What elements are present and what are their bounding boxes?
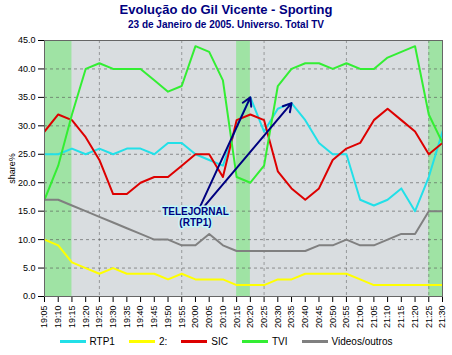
svg-text:19:40: 19:40: [135, 306, 145, 329]
svg-text:20:25: 20:25: [259, 306, 269, 329]
svg-text:19:05: 19:05: [39, 306, 49, 329]
html-text:Videos/outros: Videos/outros: [331, 335, 393, 347]
svg-text:19:50: 19:50: [163, 306, 173, 329]
svg-text:20:35: 20:35: [286, 306, 296, 329]
svg-text:20:30: 20:30: [273, 306, 283, 329]
svg-text:10.0: 10.0: [18, 234, 36, 244]
svg-text:20:40: 20:40: [300, 306, 310, 329]
svg-text:25.0: 25.0: [18, 149, 36, 159]
svg-text:20:55: 20:55: [341, 306, 351, 329]
svg-text:0.0: 0.0: [23, 291, 36, 301]
html-text:SIC: SIC: [211, 335, 228, 347]
svg-text:40.0: 40.0: [18, 64, 36, 74]
svg-text:19:20: 19:20: [81, 306, 91, 329]
svg-text:5.0: 5.0: [23, 263, 36, 273]
html-text:Evolução do Gil Vicente - Spor: Evolução do Gil Vicente - Sporting: [119, 2, 333, 17]
svg-text:21:25: 21:25: [424, 306, 434, 329]
svg-text:20:15: 20:15: [232, 306, 242, 329]
svg-text:21:00: 21:00: [355, 306, 365, 329]
svg-text:45.0: 45.0: [18, 35, 36, 45]
svg-text:20:50: 20:50: [328, 306, 338, 329]
svg-text:20:20: 20:20: [245, 306, 255, 329]
svg-text:21:15: 21:15: [396, 306, 406, 329]
svg-text:19:30: 19:30: [108, 306, 118, 329]
svg-text:21:10: 21:10: [382, 306, 392, 329]
svg-text:21:20: 21:20: [410, 306, 420, 329]
svg-text:TELEJORNAL(RTP1): TELEJORNAL(RTP1): [162, 206, 229, 228]
svg-text:19:35: 19:35: [122, 306, 132, 329]
html-text:TVI: TVI: [271, 335, 288, 347]
svg-text:19:45: 19:45: [149, 306, 159, 329]
svg-text:20:00: 20:00: [190, 306, 200, 329]
svg-text:21:30: 21:30: [437, 306, 447, 329]
svg-text:20.0: 20.0: [18, 178, 36, 188]
svg-text:share%: share%: [7, 153, 17, 184]
svg-text:20:45: 20:45: [314, 306, 324, 329]
svg-text:30.0: 30.0: [18, 121, 36, 131]
svg-text:19:10: 19:10: [53, 306, 63, 329]
svg-text:20:10: 20:10: [218, 306, 228, 329]
html-text:RTP1: RTP1: [89, 335, 115, 347]
svg-text:19:55: 19:55: [177, 306, 187, 329]
svg-text:21:05: 21:05: [369, 306, 379, 329]
svg-text:15.0: 15.0: [18, 206, 36, 216]
svg-text:35.0: 35.0: [18, 92, 36, 102]
svg-text:19:15: 19:15: [67, 306, 77, 329]
svg-text:19:25: 19:25: [94, 306, 104, 329]
html-text:23 de Janeiro de 2005. Univers: 23 de Janeiro de 2005. Universo. Total T…: [128, 19, 324, 30]
html-text:2:: 2:: [158, 335, 168, 347]
svg-text:20:05: 20:05: [204, 306, 214, 329]
